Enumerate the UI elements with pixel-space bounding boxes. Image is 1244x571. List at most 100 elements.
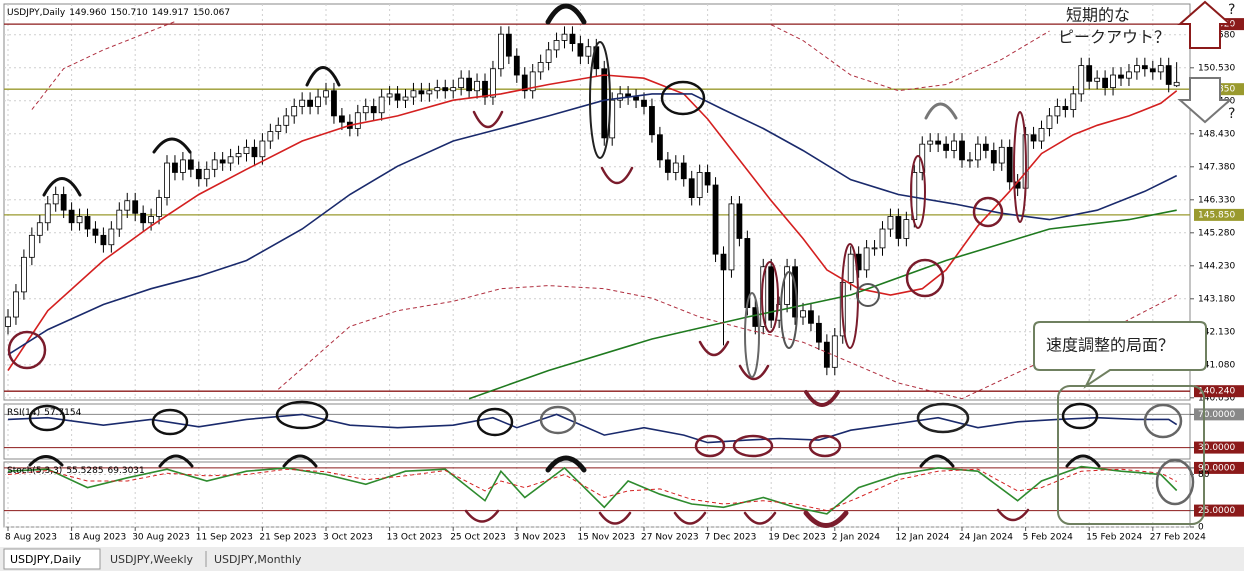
candle-body: [513, 55, 520, 76]
circle-mark: [660, 80, 706, 116]
circle-mark: [905, 258, 945, 298]
header-value: 149.960: [69, 8, 106, 18]
tab-label[interactable]: USDJPY,Weekly: [110, 553, 194, 566]
series-line: [7, 74, 1178, 371]
candle-body: [871, 247, 878, 250]
circle-mark: [916, 402, 970, 434]
candle-body: [903, 219, 910, 239]
candle-body: [195, 168, 202, 180]
question-mark: ?: [1228, 106, 1235, 122]
circle-mark: [7, 330, 47, 370]
header-value: 55.5285: [66, 466, 103, 476]
tab-label[interactable]: USDJPY,Daily: [10, 553, 82, 566]
candle-body: [100, 234, 107, 246]
annotation-text: ピークアウト？: [1058, 28, 1170, 47]
level-label: 140.240: [1198, 387, 1235, 397]
header-value: USDJPY,Daily: [7, 8, 66, 18]
candle-body: [585, 46, 592, 57]
candle-body: [450, 87, 457, 92]
candle-body: [545, 49, 552, 63]
candle-body: [299, 99, 306, 107]
candle-body: [816, 322, 822, 343]
candle-body: [370, 106, 377, 114]
candle-body: [92, 228, 99, 236]
candle-body: [951, 140, 957, 151]
y-tick-label: 143.180: [1198, 294, 1235, 304]
candle-body: [235, 153, 242, 158]
trough-cup: [598, 511, 632, 525]
y-tick-label: 0: [1198, 523, 1204, 533]
x-tick-label: 8 Aug 2023: [5, 533, 57, 543]
tab-label[interactable]: USDJPY,Monthly: [214, 553, 302, 566]
y-tick-label: 142.130: [1198, 327, 1235, 337]
candle-body: [823, 341, 830, 368]
candle-body: [84, 216, 91, 230]
panel-header: USDJPY,Daily 149.960 150.710 149.917 150.067: [7, 8, 230, 18]
candle-body: [426, 90, 433, 95]
panel-frame: [3, 461, 1191, 528]
level-label: 145.850: [1198, 210, 1235, 220]
candle-body: [943, 143, 949, 151]
candle-body: [132, 200, 139, 214]
level-label-box: [1194, 208, 1244, 221]
circle-mark: [539, 405, 577, 435]
candle-body: [68, 209, 75, 224]
candle-body: [657, 134, 663, 161]
candle-body: [561, 33, 568, 41]
candle-body: [394, 93, 401, 101]
candle-body: [664, 159, 671, 173]
y-tick-label: 147.380: [1198, 162, 1235, 172]
candle-body: [672, 162, 679, 173]
candle-body: [537, 62, 544, 73]
circle-mark: [910, 155, 926, 229]
peak-cap: [152, 137, 192, 154]
candle-body: [800, 310, 806, 318]
x-tick-label: 18 Aug 2023: [69, 533, 127, 543]
series-line: [277, 285, 1177, 400]
tab[interactable]: [3, 548, 101, 570]
tick-label-box: [1194, 408, 1244, 421]
series-line: [7, 465, 1178, 515]
peak-cap: [924, 102, 958, 120]
candle-body: [172, 162, 178, 173]
y-tick-label: 145.280: [1198, 228, 1235, 238]
candle-body: [13, 291, 19, 318]
candle-body: [251, 146, 258, 158]
callout-text: 速度調整的局面？: [1046, 336, 1174, 355]
candle-body: [553, 40, 560, 51]
trough-cup: [472, 110, 504, 129]
peak-cap: [158, 454, 194, 468]
candle-body: [497, 33, 504, 70]
circle-mark: [1155, 458, 1195, 506]
y-tick-label: 140.030: [1198, 393, 1235, 403]
x-tick-label: 5 Feb 2024: [1023, 533, 1074, 543]
circle-mark: [780, 271, 798, 349]
circle-mark: [972, 196, 1004, 228]
candle-body: [688, 178, 695, 199]
tab-strip: [0, 547, 1244, 571]
candle-body: [156, 197, 162, 217]
level-label-box: [1194, 385, 1244, 398]
candle-body: [1046, 115, 1053, 129]
candle-body: [164, 162, 170, 198]
candle-body: [140, 212, 147, 224]
trough-cup: [803, 510, 849, 528]
candle-body: [466, 77, 473, 92]
x-tick-label: 15 Feb 2024: [1086, 533, 1142, 543]
candle-body: [291, 106, 298, 117]
circle-mark: [1143, 403, 1183, 439]
trough-cup: [698, 340, 730, 357]
x-tick-label: 27 Nov 2023: [641, 533, 699, 543]
candle-body: [307, 99, 314, 107]
candle-body: [458, 77, 465, 88]
candle-body: [768, 266, 775, 321]
series-line: [7, 468, 1177, 512]
y-tick-label: 146.330: [1198, 195, 1235, 205]
trough-cup: [804, 390, 840, 407]
candle-body: [879, 228, 886, 249]
header-value: 149.917: [152, 8, 189, 18]
candle-body: [633, 96, 639, 101]
y-tick-label: 25.0000: [1198, 506, 1235, 516]
x-tick-label: 25 Oct 2023: [450, 533, 506, 543]
candle-body: [259, 140, 266, 158]
